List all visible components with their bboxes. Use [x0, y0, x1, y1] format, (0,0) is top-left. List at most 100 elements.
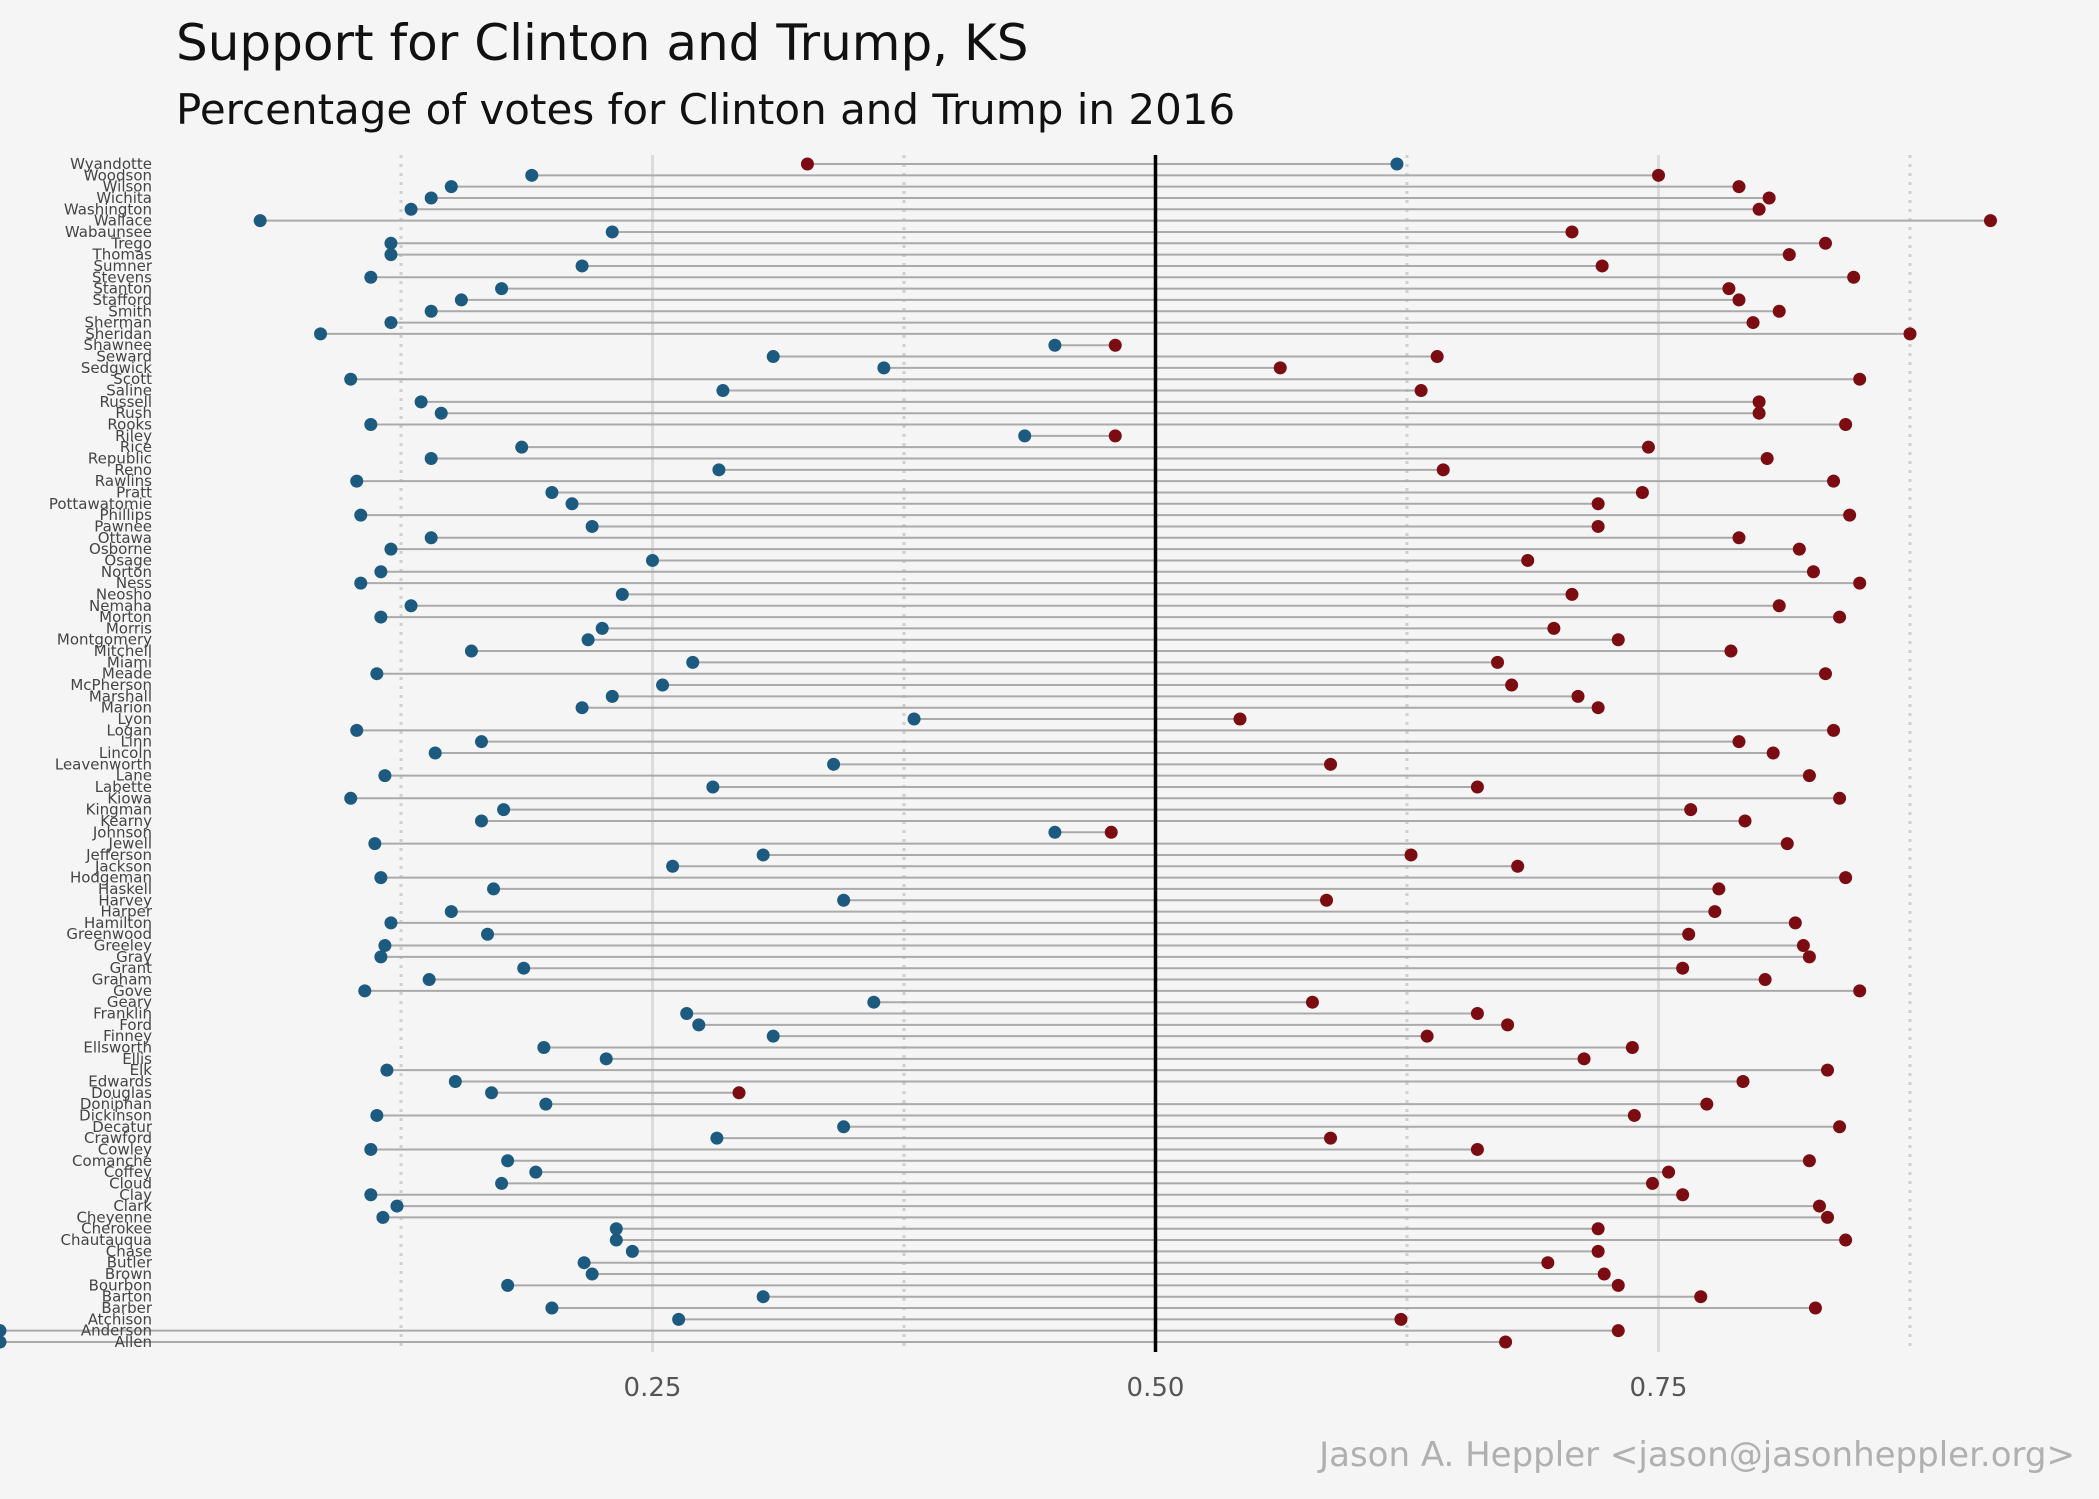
clinton-point	[364, 418, 378, 432]
trump-point	[1766, 746, 1780, 760]
trump-point	[1571, 689, 1585, 703]
trump-point	[1652, 168, 1665, 182]
clinton-point	[672, 1312, 686, 1326]
clinton-point	[565, 497, 579, 511]
clinton-point	[692, 1018, 706, 1032]
clinton-point	[370, 667, 384, 681]
county-label: Chase	[106, 1242, 152, 1260]
county-label: Saline	[106, 382, 152, 400]
clinton-point	[716, 384, 730, 398]
trump-point	[1903, 327, 1917, 341]
county-label: Washington	[64, 200, 152, 218]
county-label: Cheyenne	[76, 1208, 152, 1226]
trump-point	[1732, 531, 1746, 545]
trump-point	[1712, 882, 1726, 896]
chart-subtitle: Percentage of votes for Clinton and Trum…	[176, 85, 1235, 134]
trump-point	[1470, 1007, 1484, 1021]
county-label: Morton	[99, 608, 152, 626]
county-label: Sheridan	[85, 325, 152, 343]
clinton-point	[424, 304, 438, 318]
clinton-point	[424, 452, 438, 465]
clinton-point	[378, 939, 392, 953]
clinton-point	[380, 1063, 394, 1077]
county-label: Sumner	[93, 257, 152, 275]
county-label: Lincoln	[99, 744, 152, 762]
trump-point	[1839, 1233, 1853, 1247]
clinton-point	[374, 610, 388, 624]
trump-point	[1595, 259, 1609, 273]
trump-point	[1597, 1267, 1611, 1281]
county-label: Woodson	[84, 166, 152, 184]
trump-point	[1676, 961, 1690, 975]
chart-title: Support for Clinton and Trump, KS	[176, 14, 1029, 72]
county-label: Trego	[110, 234, 152, 252]
trump-point	[1499, 1335, 1513, 1349]
trump-point	[1611, 1324, 1625, 1338]
county-label: Grant	[110, 959, 152, 977]
clinton-point	[448, 1074, 462, 1088]
county-label: Stevens	[92, 268, 152, 286]
clinton-point	[712, 463, 726, 477]
county-label: Barton	[102, 1288, 152, 1306]
trump-point	[1782, 248, 1796, 262]
county-label: Bourbon	[89, 1276, 152, 1294]
county-label: Wichita	[96, 189, 152, 207]
clinton-point	[354, 508, 368, 522]
trump-point	[1324, 757, 1338, 771]
trump-point	[1746, 316, 1760, 330]
county-label: Ellsworth	[83, 1039, 152, 1057]
clinton-point	[481, 927, 495, 941]
county-label: Ellis	[122, 1050, 152, 1068]
county-label: Russell	[100, 393, 152, 411]
trump-point	[1762, 191, 1776, 205]
trump-point	[1827, 474, 1841, 488]
county-label: Morris	[106, 619, 152, 637]
county-label: Jewell	[108, 835, 152, 853]
segments	[0, 163, 1991, 1343]
trump-point	[1645, 1176, 1659, 1190]
trump-point	[1839, 871, 1853, 885]
clinton-point	[680, 1007, 694, 1021]
county-label: Osage	[104, 551, 152, 569]
trump-point	[1772, 304, 1786, 318]
clinton-point	[464, 644, 478, 658]
clinton-point	[706, 780, 720, 794]
trump-point	[1833, 610, 1847, 624]
clinton-point	[384, 916, 398, 930]
county-label: Scott	[113, 370, 152, 388]
clinton-point	[374, 565, 388, 579]
county-label: Geary	[107, 993, 152, 1011]
county-label: Osborne	[89, 540, 152, 558]
clinton-point	[666, 859, 680, 873]
county-label: Logan	[107, 721, 153, 739]
trump-point	[1511, 859, 1525, 873]
county-label: Wallace	[94, 212, 152, 230]
x-tick-label: 0.25	[624, 1373, 682, 1403]
county-label: Labette	[95, 778, 152, 796]
clinton-point	[537, 1041, 551, 1054]
county-label: Hamilton	[84, 914, 152, 932]
county-label: Clark	[113, 1197, 152, 1215]
county-label: Jackson	[94, 857, 152, 875]
county-label: Coffey	[104, 1163, 152, 1181]
county-label: Butler	[107, 1254, 153, 1272]
county-label: Meade	[102, 665, 152, 683]
trump-point	[1611, 1278, 1625, 1292]
clinton-point	[766, 350, 780, 364]
trump-point	[1324, 1131, 1338, 1145]
county-label: Smith	[108, 302, 152, 320]
clinton-point	[646, 553, 659, 567]
trump-point	[1394, 1312, 1408, 1326]
clinton-point	[354, 576, 368, 590]
clinton-point	[599, 1052, 613, 1066]
trump-point	[1505, 678, 1519, 692]
trump-point	[1772, 599, 1786, 613]
trump-point	[1547, 621, 1561, 635]
trump-point	[1843, 508, 1857, 522]
clinton-point	[384, 248, 398, 262]
county-label: Franklin	[93, 1005, 152, 1023]
county-label: Pratt	[116, 483, 152, 501]
county-label: Johnson	[92, 823, 152, 841]
trump-point	[1752, 406, 1766, 420]
